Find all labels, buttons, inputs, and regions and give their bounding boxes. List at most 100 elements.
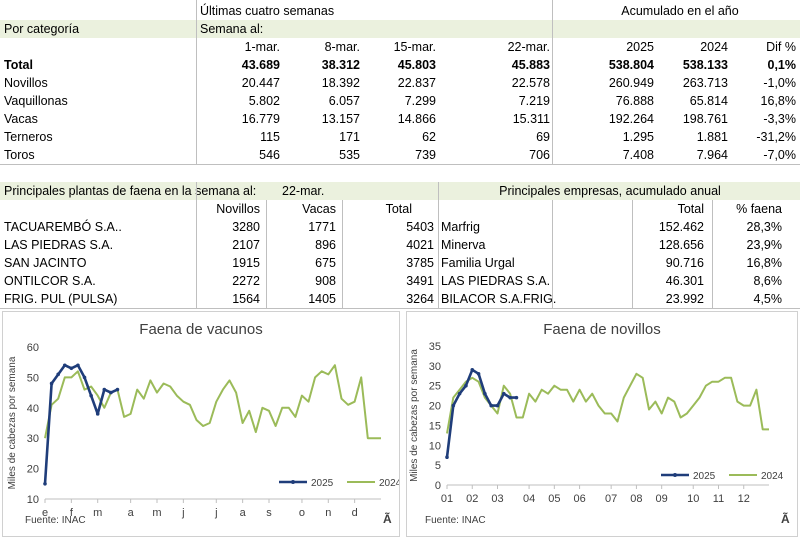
category-name: Novillos <box>4 76 48 90</box>
plant-vacas: 1405 <box>308 292 336 306</box>
week-value: 7.219 <box>518 94 550 108</box>
week-value: 69 <box>536 130 550 144</box>
series-point-2025 <box>76 363 80 368</box>
plants-col-header-row: Novillos Vacas Total Total % faena <box>0 200 800 218</box>
plants-col-header: Novillos <box>216 202 260 216</box>
plants-col-header: Total <box>385 202 412 216</box>
series-point-2025 <box>464 383 468 388</box>
y-tick-label: 15 <box>429 420 441 432</box>
plants-title-row: Principales plantas de faena en la seman… <box>0 182 800 200</box>
series-point-2025 <box>82 375 87 380</box>
category-name: Toros <box>4 148 35 162</box>
chart-vacunos: Faena de vacunos Miles de cabezas por sem… <box>2 311 402 537</box>
y-tick-label: 30 <box>429 361 441 373</box>
x-tick-label: a <box>240 507 247 519</box>
plant-novillos: 2272 <box>232 274 260 288</box>
week-value: 43.689 <box>241 58 280 72</box>
x-tick-label: 03 <box>491 493 503 505</box>
series-line-2024 <box>446 372 769 434</box>
acum-2025-value: 76.888 <box>615 94 654 108</box>
grid-line <box>552 0 553 164</box>
x-tick-label: 06 <box>573 493 585 505</box>
grid-line <box>196 0 197 164</box>
week-value: 13.157 <box>321 112 360 126</box>
week-value: 20.447 <box>241 76 280 90</box>
series-point-2025 <box>445 455 449 459</box>
x-tick-label: m <box>93 507 102 519</box>
category-label: Por categoría <box>4 22 80 36</box>
plant-name: ONTILCOR S.A. <box>4 274 96 288</box>
plant-row: TACUAREMBÓ S.A.. 3280 1771 5403 Marfrig 152.4… <box>0 218 800 236</box>
y-tick-label: 25 <box>429 381 441 393</box>
week-value: 22.837 <box>397 76 436 90</box>
week-value: 546 <box>259 148 280 162</box>
x-tick-label: a <box>128 507 135 519</box>
week-value: 535 <box>339 148 360 162</box>
plant-novillos: 2107 <box>232 238 260 252</box>
series-point-2025 <box>62 363 67 368</box>
companies-title: Principales empresas, acumulado anual <box>499 184 721 198</box>
plant-vacas: 896 <box>315 238 336 252</box>
plants-date: 22-mar. <box>282 184 325 198</box>
week-value: 7.299 <box>404 94 436 108</box>
week-header: 1-mar. <box>244 40 280 54</box>
plants-title: Principales plantas de faena en la seman… <box>4 184 257 198</box>
series-point-2025 <box>451 403 456 408</box>
x-tick-label: 05 <box>548 493 560 505</box>
diff-value: -1,0% <box>763 76 796 90</box>
plant-total: 3264 <box>406 292 434 306</box>
company-total: 128.656 <box>658 238 704 252</box>
week-value: 706 <box>529 148 550 162</box>
acum-2024-value: 1.881 <box>696 130 728 144</box>
plant-novillos: 3280 <box>232 220 260 234</box>
summary-header-row: Por categoría Semana al: <box>0 20 800 38</box>
chart-novillos: Faena de novillos Miles de cabezas por se… <box>406 311 798 537</box>
x-tick-label: m <box>152 507 161 519</box>
company-total: 152.462 <box>658 220 704 234</box>
week-header: 22-mar. <box>507 40 550 54</box>
series-point-2025 <box>115 387 120 392</box>
plant-name: LAS PIEDRAS S.A. <box>4 238 114 252</box>
series-point-2025 <box>514 395 519 400</box>
plant-total: 3491 <box>406 274 434 288</box>
week-value: 62 <box>422 130 436 144</box>
y-tick-label: 60 <box>27 342 39 354</box>
company-pct: 16,8% <box>746 256 782 270</box>
plant-row: FRIG. PUL (PULSA) 1564 1405 3264 BILACOR S.A… <box>0 290 800 308</box>
legend-marker-2025 <box>291 480 295 484</box>
grid-line <box>632 200 633 308</box>
series-point-2025 <box>489 403 493 408</box>
plant-total: 5403 <box>406 220 434 234</box>
plant-total: 4021 <box>406 238 434 252</box>
series-point-2025 <box>49 381 54 386</box>
week-value: 115 <box>260 130 280 144</box>
plant-novillos: 1915 <box>232 256 260 270</box>
chart-title: Faena de novillos <box>543 321 661 338</box>
source-label: Fuente: INAC <box>25 515 86 526</box>
series-line-2025 <box>445 368 517 458</box>
summary-row: Novillos 20.447 18.392 22.837 22.578 260.949 2… <box>0 74 800 92</box>
summary-row: Terneros 115 171 62 69 1.295 1.881 -31,2% <box>0 128 800 146</box>
series-point-2025 <box>89 393 93 398</box>
plant-novillos: 1564 <box>232 292 260 306</box>
company-total: 23.992 <box>665 292 704 306</box>
week-value: 5.802 <box>248 94 280 108</box>
diff-value: 0,1% <box>767 58 797 72</box>
category-name: Terneros <box>4 130 53 144</box>
x-tick-label: 10 <box>687 493 699 505</box>
corner-mark: Ã <box>383 511 392 526</box>
category-name: Vaquillonas <box>4 94 68 108</box>
legend-label-2025: 2025 <box>311 478 334 489</box>
series-point-2025 <box>56 372 60 377</box>
series-point-2025 <box>470 368 475 372</box>
acum-2025-value: 260.949 <box>608 76 654 90</box>
acum-2024-value: 263.713 <box>682 76 728 90</box>
category-name: Total <box>4 58 33 72</box>
corner-mark: Ã <box>781 511 790 526</box>
y-tick-label: 35 <box>429 341 441 353</box>
plant-name: FRIG. PUL (PULSA) <box>4 292 118 306</box>
week-value: 45.883 <box>511 58 550 72</box>
x-tick-label: j <box>214 507 217 519</box>
year-header: 2024 <box>700 40 728 54</box>
